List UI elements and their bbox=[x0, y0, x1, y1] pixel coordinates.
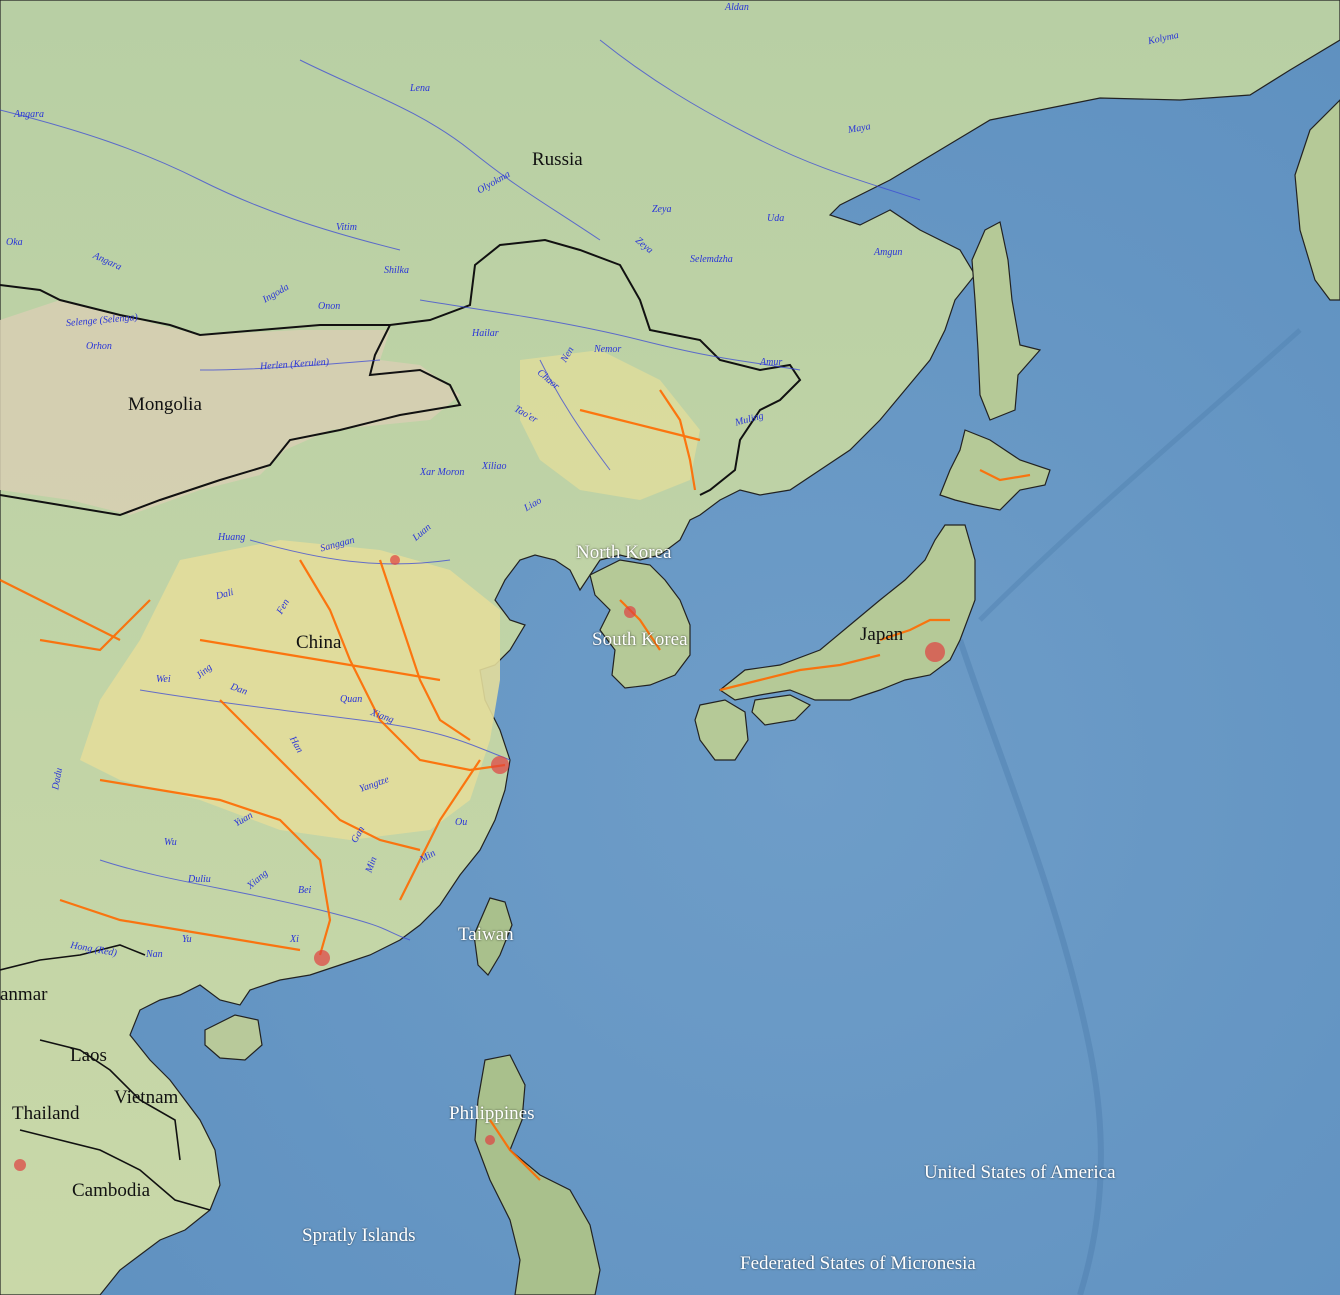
river-label: Vitim bbox=[336, 222, 357, 233]
border-mongolia-china bbox=[0, 324, 462, 517]
country-label-laos[interactable]: Laos bbox=[70, 1045, 107, 1066]
land-kamchatka bbox=[1294, 99, 1340, 301]
country-label-mongolia[interactable]: Mongolia bbox=[128, 394, 202, 415]
river-label: Yu bbox=[182, 934, 192, 945]
land-korea bbox=[589, 559, 691, 689]
river-label: Duliu bbox=[188, 874, 211, 885]
river-label: Amur bbox=[760, 357, 783, 368]
country-label-taiwan[interactable]: Taiwan bbox=[458, 924, 514, 945]
land-shikoku bbox=[751, 694, 812, 726]
river-label: Hailar bbox=[472, 328, 499, 339]
river-label: Nan bbox=[146, 949, 163, 960]
river-label: Xar Moron bbox=[420, 467, 465, 478]
land-china-plains bbox=[80, 540, 500, 840]
country-label-thailand[interactable]: Thailand bbox=[12, 1103, 80, 1124]
river-label: Nemor bbox=[594, 344, 622, 355]
river-label: Ou bbox=[455, 817, 468, 828]
country-label-north-korea[interactable]: North Korea bbox=[576, 542, 672, 563]
country-label-china[interactable]: China bbox=[296, 632, 342, 653]
river-label: Wu bbox=[164, 837, 177, 848]
country-label-russia[interactable]: Russia bbox=[532, 149, 583, 170]
label-spratly-islands[interactable]: Spratly Islands bbox=[302, 1225, 416, 1246]
urban-areas bbox=[14, 555, 945, 1171]
country-label-usa[interactable]: United States of America bbox=[924, 1162, 1116, 1183]
country-label-micronesia[interactable]: Federated States of Micronesia bbox=[740, 1253, 976, 1274]
river-label: Orhon bbox=[86, 341, 112, 352]
river-label: Bei bbox=[298, 885, 312, 896]
river-label: Amgun bbox=[874, 247, 903, 258]
river-label: Angara bbox=[14, 109, 44, 120]
land-mongolia bbox=[0, 300, 460, 515]
river-label: Xiliao bbox=[482, 461, 507, 472]
road-network bbox=[0, 389, 1031, 1181]
land-honshu bbox=[718, 524, 976, 701]
river-label: Uda bbox=[767, 213, 785, 224]
land-kyushu bbox=[694, 699, 749, 761]
river-label: Quan bbox=[340, 694, 363, 705]
land-manchuria-plains bbox=[520, 350, 700, 500]
country-label-japan[interactable]: Japan bbox=[860, 624, 904, 645]
river-label: Wei bbox=[156, 674, 171, 685]
river-label: Selemdzha bbox=[690, 254, 733, 265]
river-label: Xi bbox=[290, 934, 299, 945]
land-sakhalin bbox=[971, 221, 1042, 421]
river-label: Zeya bbox=[652, 204, 672, 215]
land-hokkaido bbox=[939, 429, 1051, 511]
country-label-vietnam[interactable]: Vietnam bbox=[114, 1087, 179, 1108]
country-label-cambodia[interactable]: Cambodia bbox=[72, 1180, 151, 1201]
land-taiwan bbox=[473, 897, 513, 976]
country-label-south-korea[interactable]: South Korea bbox=[592, 629, 688, 650]
river-label: Oka bbox=[6, 237, 23, 248]
river-label: Onon bbox=[318, 301, 341, 312]
border-russia-mongolia bbox=[0, 238, 802, 496]
trench-line bbox=[978, 328, 1302, 622]
country-label-philippines[interactable]: Philippines bbox=[449, 1103, 535, 1124]
river-label: Huang bbox=[218, 532, 246, 543]
country-label-myanmar[interactable]: anmar bbox=[0, 984, 48, 1005]
river-label: Aldan bbox=[725, 2, 749, 13]
land-hainan bbox=[204, 1014, 263, 1061]
border-indochina bbox=[0, 944, 211, 1211]
trench-line bbox=[957, 639, 1104, 1295]
river-label: Shilka bbox=[384, 265, 409, 276]
river-label: Lena bbox=[410, 83, 430, 94]
rivers-layer bbox=[0, 39, 921, 941]
land-philippines bbox=[474, 1054, 601, 1295]
